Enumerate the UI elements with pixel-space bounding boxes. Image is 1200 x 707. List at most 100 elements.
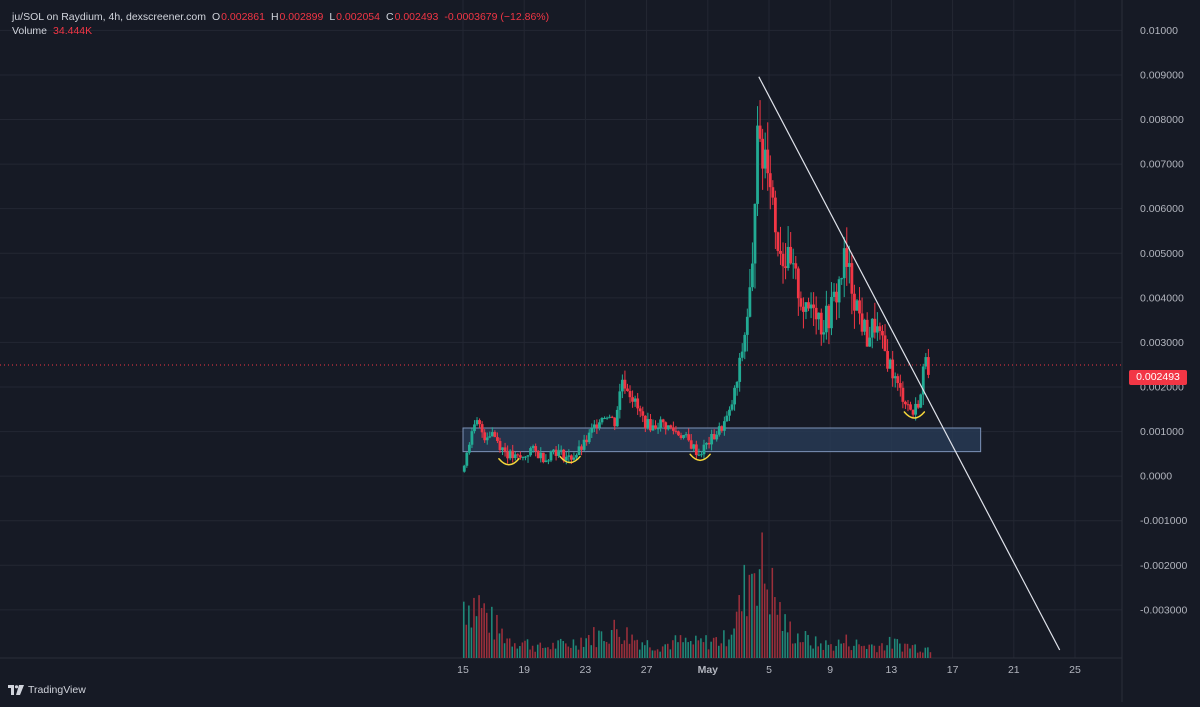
candle-body (700, 454, 703, 456)
candle-body (544, 460, 548, 463)
candle-body (804, 302, 808, 312)
candle-body (819, 312, 823, 335)
volume-bar-up (470, 627, 473, 658)
candle-body (692, 444, 696, 449)
candle-body (773, 197, 777, 233)
volume-bar-down (860, 646, 863, 658)
candle-body (638, 408, 642, 412)
volume-bar-down (848, 646, 850, 658)
trendline[interactable] (758, 76, 1061, 651)
volume-bar-up (598, 630, 600, 658)
y-tick-label: 0.004000 (1140, 292, 1184, 304)
volume-bar-up (886, 645, 888, 658)
volume-bar-down (763, 583, 766, 658)
candle-up (529, 446, 532, 457)
volume-bar-down (567, 646, 570, 658)
candle-body (654, 425, 657, 429)
candle-up (547, 458, 550, 465)
volume-bar-up (572, 639, 575, 658)
x-tick-label: 19 (518, 664, 530, 676)
volume-bar-down (692, 644, 695, 658)
candle-body (467, 444, 471, 453)
candle-down (878, 322, 882, 340)
candle-body (496, 437, 499, 442)
candle-down (649, 413, 652, 433)
candle-down (853, 284, 856, 329)
candle-up (490, 427, 494, 437)
candle-down (779, 226, 782, 265)
volume-bar-up (909, 648, 911, 658)
volume-bar-down (845, 634, 848, 658)
candle-body (722, 421, 726, 431)
volume-bar-down (697, 640, 700, 658)
candle-up (875, 312, 879, 341)
volume-bar-down (776, 614, 779, 658)
candle-body (661, 419, 665, 423)
volume-bar-down (817, 646, 819, 658)
y-tick-label: -0.001000 (1140, 515, 1187, 527)
change-legend: -0.0003679 (−12.86%) (444, 11, 550, 23)
volume-bar-down (521, 642, 524, 658)
volume-bar-up (899, 643, 901, 658)
volume-bar-down (623, 640, 626, 658)
candle-body (689, 440, 693, 449)
candle-down (636, 393, 640, 415)
candle-body (720, 426, 724, 431)
candle-down (761, 128, 765, 190)
y-tick-label: 0.001000 (1140, 426, 1184, 438)
candle-body (478, 420, 481, 425)
volume-bar-down (587, 634, 590, 658)
candle-up (735, 380, 739, 396)
candle-up (615, 406, 619, 427)
candle-body (529, 448, 532, 456)
candle-body (620, 379, 624, 392)
candle-down (886, 339, 889, 372)
tradingview-logo[interactable]: TradingView (8, 684, 86, 696)
candle-body (636, 398, 640, 409)
volume-bar-down (593, 627, 595, 658)
candle-body (738, 357, 742, 382)
candle-down (906, 399, 910, 412)
yellow-smile-mark[interactable] (689, 453, 711, 462)
candle-body (503, 447, 507, 452)
candle-body (916, 403, 920, 408)
candle-body (664, 422, 668, 430)
volume-bar-up (751, 573, 753, 658)
volume-bar-down (626, 627, 628, 658)
candle-up (600, 417, 604, 425)
yellow-smile-mark[interactable] (903, 411, 926, 419)
volume-bar-down (480, 608, 483, 658)
x-tick-label: 21 (1008, 664, 1020, 676)
yellow-smile-mark[interactable] (559, 455, 581, 464)
candle-down (536, 450, 540, 459)
candle-body (587, 432, 591, 443)
candle-body (682, 435, 685, 438)
candle-body (508, 450, 512, 459)
volume-bar-down (514, 643, 516, 658)
candle-body (875, 326, 879, 333)
candle-body (605, 417, 609, 419)
candle-body (870, 318, 874, 338)
x-tick-label: 27 (641, 664, 653, 676)
candle-body (562, 449, 566, 461)
volume-bar-up (807, 634, 809, 658)
candle-body (677, 431, 680, 436)
candle-down (819, 308, 823, 346)
volume-bar-up (559, 638, 562, 658)
candle-up (710, 429, 714, 451)
volume-bar-down (679, 635, 682, 658)
candle-body (702, 444, 706, 455)
candle-up (485, 432, 489, 445)
candle-up (745, 308, 749, 352)
candle-up (855, 299, 859, 311)
volume-bar-down (473, 597, 475, 658)
candle-body (715, 434, 719, 440)
candle-up (587, 429, 591, 445)
yellow-smile-mark[interactable] (498, 458, 520, 466)
candles (462, 100, 930, 473)
x-tick-label: 17 (947, 664, 959, 676)
volume-bar-down (508, 638, 511, 658)
candle-body (598, 422, 601, 428)
